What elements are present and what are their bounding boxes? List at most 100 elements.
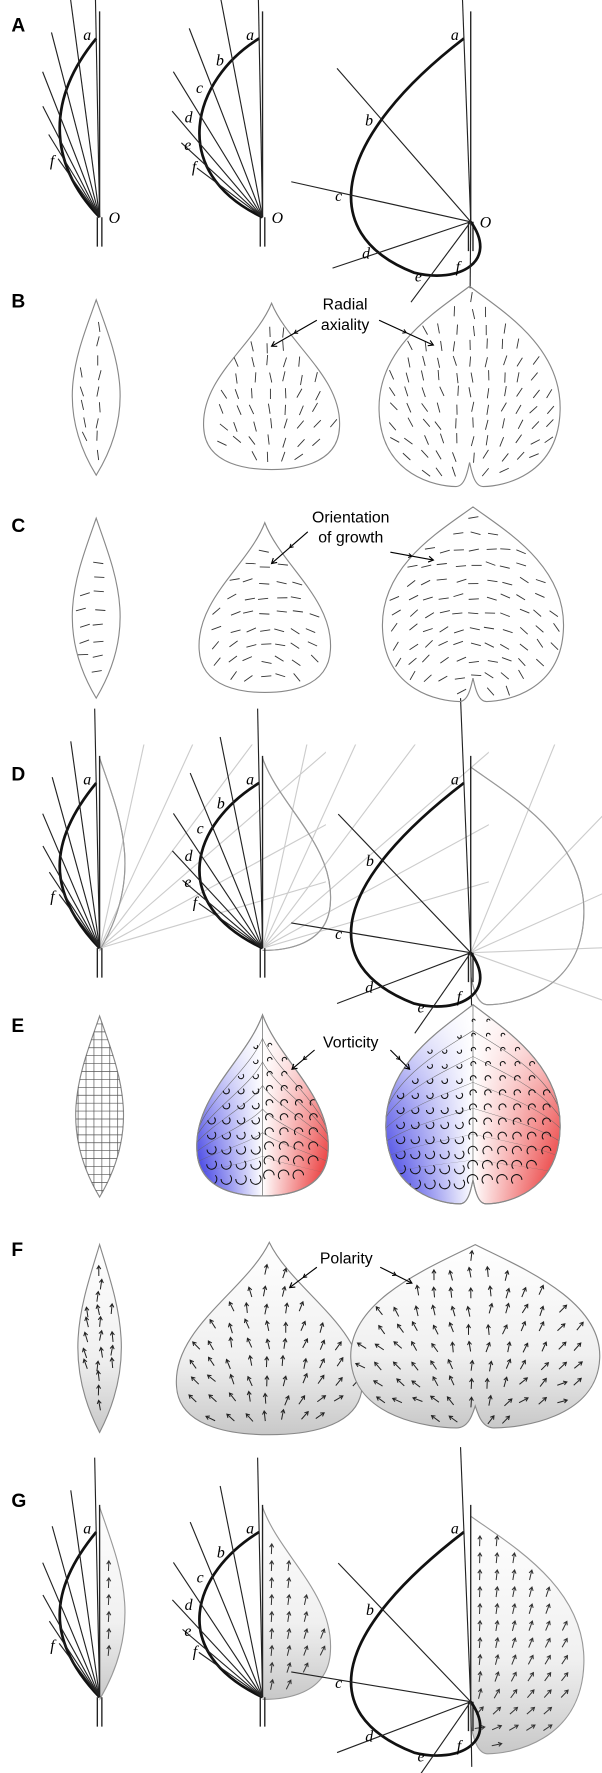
leaf-outline xyxy=(378,285,561,488)
dash xyxy=(453,640,464,646)
leaf-margin xyxy=(58,1531,101,1699)
dash xyxy=(292,581,303,586)
arrow xyxy=(109,1356,115,1369)
dash xyxy=(502,581,513,586)
dash xyxy=(516,387,523,397)
ray xyxy=(332,221,471,269)
leader-head xyxy=(270,341,278,347)
arrow xyxy=(510,1688,518,1699)
leader-line xyxy=(390,551,434,561)
swirl xyxy=(498,1117,507,1126)
dash xyxy=(436,402,441,413)
swirl xyxy=(513,1103,522,1111)
point-label: e xyxy=(184,137,191,154)
arrows xyxy=(269,1542,326,1690)
ray xyxy=(461,0,472,222)
ray xyxy=(48,134,101,218)
swirl xyxy=(222,1102,231,1110)
dash xyxy=(243,675,253,682)
dash xyxy=(486,687,495,696)
arrow xyxy=(477,1636,483,1649)
point-label: e xyxy=(415,268,422,285)
arrow xyxy=(493,1688,500,1699)
swirl xyxy=(455,1092,464,1099)
arrow xyxy=(375,1396,386,1404)
leaf-drawing xyxy=(378,285,561,488)
arrow xyxy=(206,1374,216,1382)
dash xyxy=(292,610,304,613)
dash xyxy=(481,467,490,477)
swirl xyxy=(207,1117,216,1125)
leaf-outline xyxy=(203,301,341,471)
swirl xyxy=(251,1131,261,1140)
dash xyxy=(254,372,257,383)
arrow xyxy=(229,1373,235,1385)
arrow xyxy=(488,1302,494,1314)
dash xyxy=(456,324,458,335)
arrow xyxy=(228,1336,234,1348)
swirl xyxy=(307,1155,319,1165)
swirl xyxy=(468,1131,478,1140)
swirl xyxy=(424,1165,436,1175)
dash xyxy=(504,386,507,397)
swirl xyxy=(293,1141,304,1150)
panel-letter: F xyxy=(11,1240,23,1261)
dash xyxy=(258,549,269,553)
arrow xyxy=(527,1689,535,1699)
dash xyxy=(275,673,286,678)
arrow xyxy=(509,1706,519,1715)
arrow xyxy=(354,1362,366,1369)
arrow xyxy=(303,1645,309,1656)
dash xyxy=(404,437,413,445)
dash xyxy=(407,357,411,368)
dash xyxy=(300,374,303,386)
arrow xyxy=(494,1534,500,1547)
swirl xyxy=(396,1121,405,1130)
dash xyxy=(95,418,99,429)
swirl xyxy=(498,1089,507,1096)
swirl xyxy=(309,1113,318,1121)
dash xyxy=(468,612,479,615)
swirl xyxy=(542,1117,551,1126)
dash xyxy=(296,420,305,429)
arrow xyxy=(189,1359,197,1369)
dash xyxy=(486,388,490,399)
arrow xyxy=(84,1316,90,1328)
dash xyxy=(95,609,106,611)
arrows xyxy=(106,1559,112,1656)
ray xyxy=(291,922,471,954)
dash xyxy=(250,341,254,352)
dash xyxy=(407,340,413,351)
swirl xyxy=(526,1145,537,1155)
swirl xyxy=(206,1131,217,1140)
swirl xyxy=(294,1099,303,1106)
arrow xyxy=(557,1323,566,1332)
arrow xyxy=(494,1602,500,1615)
dash xyxy=(500,643,510,650)
swirl xyxy=(251,1102,260,1110)
swirl xyxy=(466,1174,479,1184)
leaf-margin xyxy=(349,37,482,277)
arrow xyxy=(447,1358,454,1370)
arrow xyxy=(503,1376,509,1388)
swirl xyxy=(514,1075,521,1081)
panel-letter: A xyxy=(11,16,25,37)
swirl xyxy=(528,1075,536,1081)
dash xyxy=(455,565,467,568)
dash xyxy=(485,435,489,446)
arrow xyxy=(469,1359,475,1371)
arrow xyxy=(334,1341,342,1351)
arrow xyxy=(494,1653,500,1665)
leaf-margin xyxy=(349,781,482,1008)
dash xyxy=(274,655,284,662)
swirl xyxy=(484,1089,492,1096)
arrow xyxy=(477,1568,483,1581)
swirl xyxy=(500,1032,506,1037)
arrow xyxy=(109,1330,115,1342)
dash xyxy=(282,437,287,448)
dash xyxy=(469,356,472,367)
dash xyxy=(282,327,285,338)
arrow xyxy=(374,1361,382,1371)
dash xyxy=(248,404,255,415)
panel-letter: C xyxy=(11,516,25,537)
